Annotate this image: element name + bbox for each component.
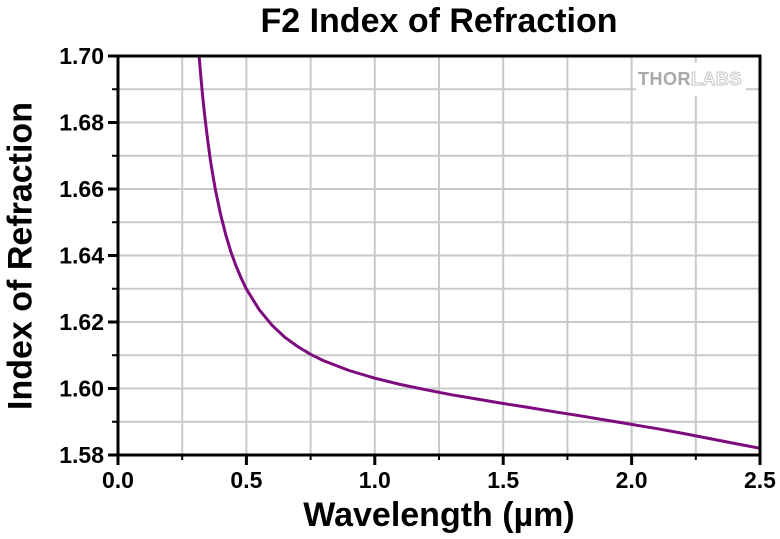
x-tick-labels: 0.0 0.5 1.0 1.5 2.0 2.5 (102, 467, 776, 493)
y-tick-label: 1.68 (59, 110, 104, 136)
axis-ticks (108, 54, 762, 465)
x-tick-label: 1.0 (359, 467, 391, 493)
thorlabs-watermark: THOR LABS (636, 63, 746, 96)
refraction-curve (197, 56, 760, 450)
x-tick-label: 0.0 (102, 467, 134, 493)
y-tick-labels: 1.58 1.60 1.62 1.64 1.66 1.68 1.70 (59, 43, 104, 468)
y-tick-label: 1.58 (59, 442, 104, 468)
thorlabs-logo-labs-text: LABS (691, 69, 743, 90)
y-axis-title: Index of Refraction (1, 102, 40, 410)
chart-title: F2 Index of Refraction (260, 2, 618, 40)
y-tick-label: 1.60 (59, 376, 104, 402)
y-tick-label: 1.62 (59, 309, 104, 335)
thorlabs-logo-thor-text: THOR (638, 69, 691, 89)
x-tick-label: 0.5 (230, 467, 262, 493)
x-tick-label: 2.5 (744, 467, 776, 493)
y-tick-label: 1.66 (59, 176, 104, 202)
x-axis-title: Wavelength (µm) (303, 496, 575, 534)
y-tick-label: 1.70 (59, 43, 104, 69)
plot-frame (116, 54, 762, 457)
x-tick-label: 2.0 (616, 467, 648, 493)
gridlines (118, 56, 760, 455)
x-tick-label: 1.5 (487, 467, 519, 493)
y-tick-label: 1.64 (59, 243, 104, 269)
